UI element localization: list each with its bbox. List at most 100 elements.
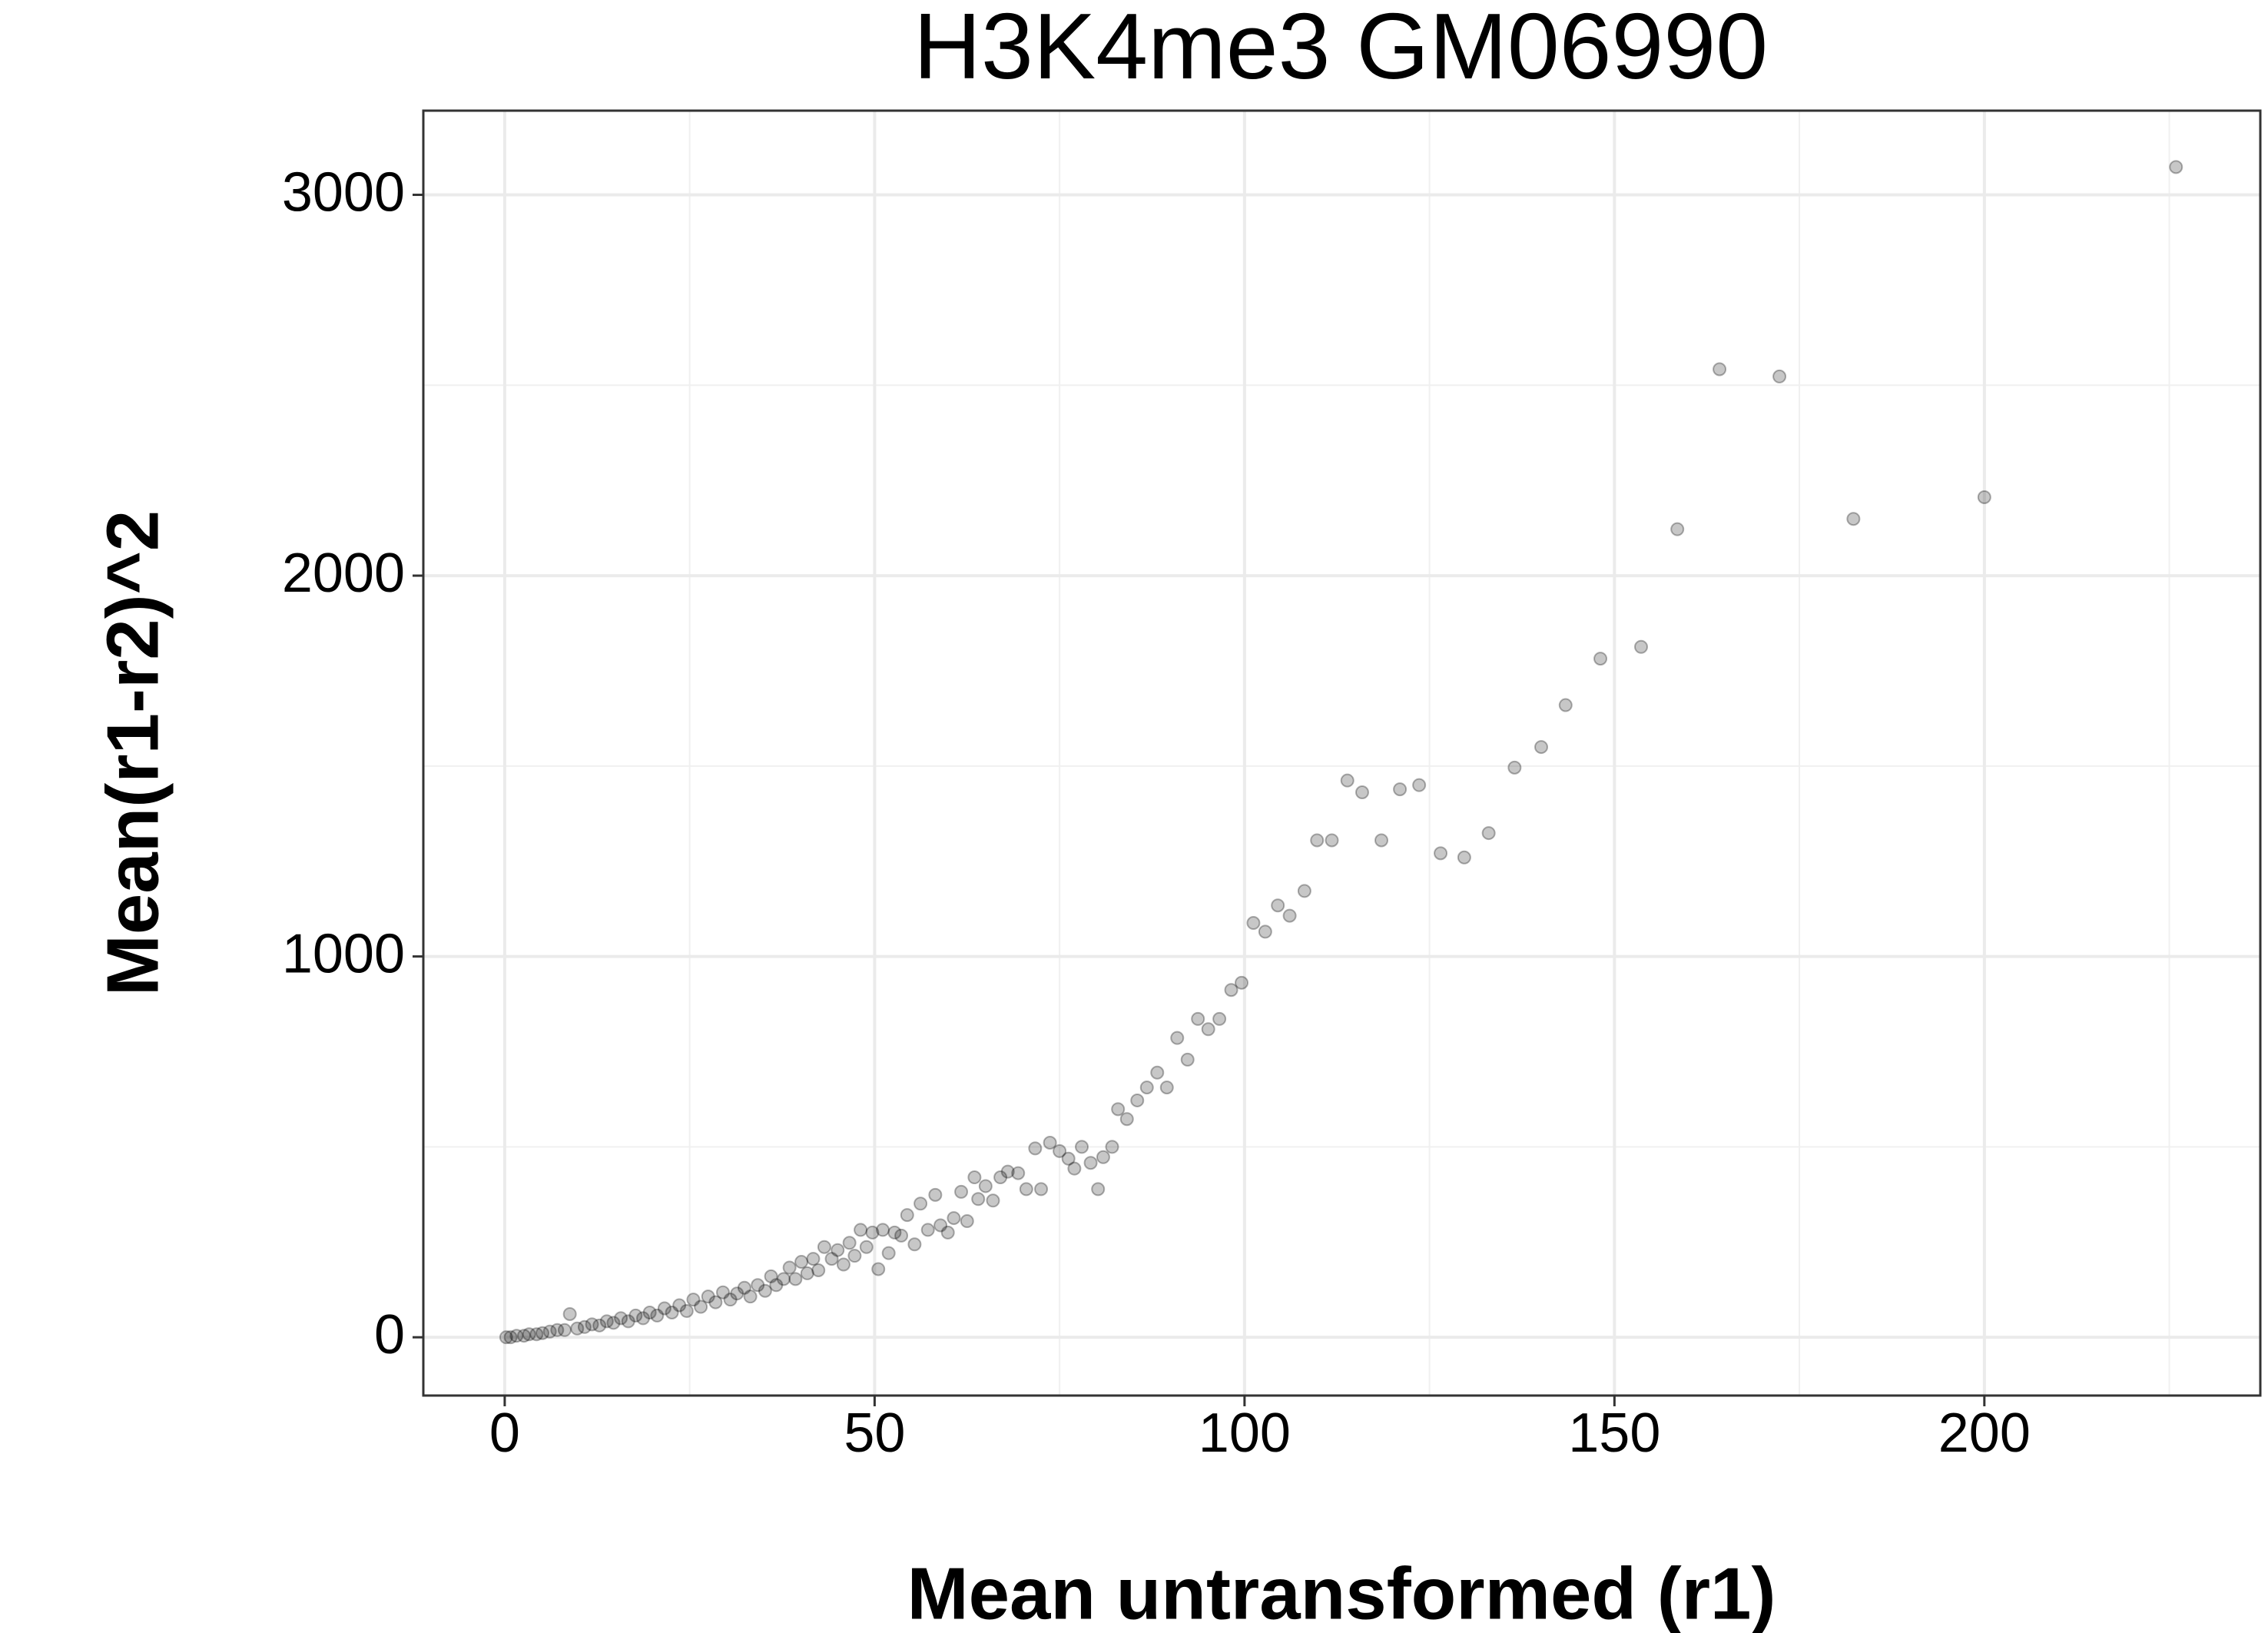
point — [1325, 833, 1339, 848]
point — [800, 1266, 814, 1280]
y-axis-title: Mean(r1-r2)^2 — [91, 510, 174, 996]
point — [737, 1280, 751, 1295]
point — [708, 1295, 723, 1309]
point — [1246, 916, 1261, 931]
x-tick-label: 100 — [1199, 1402, 1291, 1464]
point — [628, 1308, 643, 1323]
y-tick-label: 1000 — [282, 924, 405, 985]
point — [1170, 1031, 1185, 1045]
point — [1434, 846, 1448, 861]
point — [914, 1197, 928, 1211]
point — [516, 1329, 531, 1343]
point — [1105, 1140, 1119, 1154]
point — [758, 1283, 772, 1298]
point — [1053, 1143, 1067, 1158]
point — [865, 1225, 880, 1240]
point — [836, 1257, 850, 1272]
point — [509, 1329, 524, 1343]
point — [776, 1272, 791, 1286]
point — [1374, 833, 1389, 848]
x-tick-label: 50 — [844, 1402, 905, 1464]
point — [1011, 1166, 1026, 1180]
point — [788, 1272, 803, 1286]
point — [679, 1303, 694, 1318]
point — [522, 1327, 536, 1342]
point — [1340, 773, 1354, 788]
panel-border — [422, 109, 2262, 1397]
point — [769, 1278, 784, 1293]
point — [881, 1246, 896, 1260]
point — [824, 1252, 839, 1266]
point — [1043, 1135, 1057, 1150]
point — [817, 1240, 831, 1254]
point — [871, 1262, 886, 1276]
x-tick-label: 150 — [1568, 1402, 1660, 1464]
point — [592, 1318, 607, 1333]
point — [1130, 1093, 1145, 1107]
point — [1977, 490, 1991, 504]
point — [947, 1211, 961, 1226]
point — [642, 1305, 657, 1319]
point — [1067, 1161, 1082, 1176]
chart-title: H3K4me3 GM06990 — [914, 0, 1768, 98]
point — [933, 1218, 948, 1233]
point — [1457, 850, 1471, 865]
point — [1019, 1182, 1033, 1197]
point — [1593, 652, 1608, 666]
point — [503, 1330, 518, 1345]
point — [1772, 369, 1787, 383]
point — [743, 1289, 758, 1304]
point — [570, 1321, 585, 1336]
point — [751, 1278, 765, 1293]
point — [672, 1298, 687, 1313]
point — [686, 1293, 701, 1307]
point — [1119, 1112, 1134, 1127]
point — [1224, 983, 1238, 997]
point — [606, 1316, 621, 1330]
point — [1083, 1156, 1098, 1170]
point — [536, 1326, 550, 1340]
point — [650, 1308, 665, 1323]
point — [993, 1170, 1008, 1185]
point — [831, 1243, 845, 1257]
point — [562, 1306, 577, 1321]
point — [971, 1192, 986, 1206]
point — [1028, 1141, 1043, 1156]
y-tick-label: 3000 — [282, 162, 405, 224]
point — [940, 1225, 955, 1240]
point — [542, 1324, 557, 1339]
point — [621, 1314, 635, 1329]
point — [794, 1255, 809, 1270]
point — [854, 1223, 868, 1237]
point — [1201, 1022, 1215, 1037]
point — [1558, 698, 1573, 712]
point — [657, 1301, 671, 1316]
point — [782, 1260, 797, 1275]
point — [1091, 1182, 1106, 1197]
point — [954, 1184, 969, 1199]
point — [614, 1311, 628, 1326]
point — [1670, 522, 1685, 536]
point — [599, 1314, 614, 1329]
point — [960, 1214, 974, 1229]
point — [665, 1305, 679, 1319]
point — [1412, 778, 1427, 792]
point — [847, 1249, 862, 1263]
point — [1150, 1065, 1165, 1080]
point — [1180, 1052, 1195, 1067]
point — [920, 1223, 935, 1237]
point — [2169, 160, 2183, 174]
point — [557, 1323, 572, 1337]
point — [550, 1323, 565, 1337]
point — [701, 1289, 715, 1304]
point — [859, 1240, 874, 1254]
point — [1846, 512, 1861, 526]
point — [1282, 908, 1297, 923]
y-tick-label: 2000 — [282, 543, 405, 604]
point — [1310, 833, 1325, 848]
x-axis-title: Mean untransformed (r1) — [907, 1552, 1776, 1633]
point — [806, 1252, 821, 1266]
point — [986, 1193, 1000, 1208]
